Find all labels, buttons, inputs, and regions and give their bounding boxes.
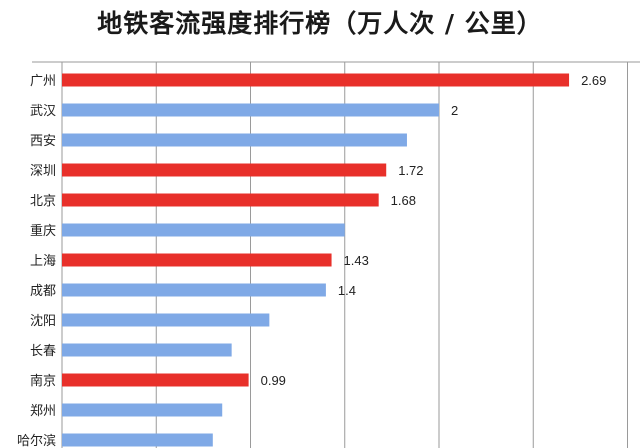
bar-11 <box>62 403 223 417</box>
category-label-10: 南京 <box>30 373 56 389</box>
bar-8 <box>62 313 270 327</box>
category-label-6: 上海 <box>30 254 56 269</box>
category-label-7: 成都 <box>30 284 56 299</box>
bar-4 <box>62 193 379 207</box>
category-label-12: 哈尔滨 <box>17 433 56 448</box>
data-label-10: 0.99 <box>261 373 286 388</box>
category-label-2: 西安 <box>30 134 56 149</box>
data-label-0: 2.69 <box>581 73 606 88</box>
data-label-4: 1.68 <box>391 193 416 208</box>
category-label-9: 长春 <box>30 344 56 359</box>
data-label-3: 1.72 <box>398 163 423 178</box>
category-label-4: 北京 <box>30 194 56 209</box>
bar-10 <box>62 373 249 387</box>
bar-0 <box>62 73 570 87</box>
bar-2 <box>62 133 407 147</box>
bar-9 <box>62 343 232 357</box>
bar-6 <box>62 253 332 267</box>
data-label-1: 2 <box>451 103 458 118</box>
chart-title: 地铁客流强度排行榜（万人次 / 公里） <box>97 9 543 38</box>
data-label-7: 1.4 <box>338 283 356 298</box>
bar-7 <box>62 283 326 297</box>
category-label-5: 重庆 <box>30 223 56 239</box>
category-label-11: 郑州 <box>30 404 56 419</box>
category-label-0: 广州 <box>30 74 56 89</box>
category-label-3: 深圳 <box>30 164 56 179</box>
bar-1 <box>62 103 439 117</box>
category-label-1: 武汉 <box>30 104 56 119</box>
category-label-8: 沈阳 <box>30 314 56 329</box>
bar-5 <box>62 223 345 237</box>
bar-12 <box>62 433 213 447</box>
bar-3 <box>62 163 387 177</box>
data-label-6: 1.43 <box>344 253 369 268</box>
